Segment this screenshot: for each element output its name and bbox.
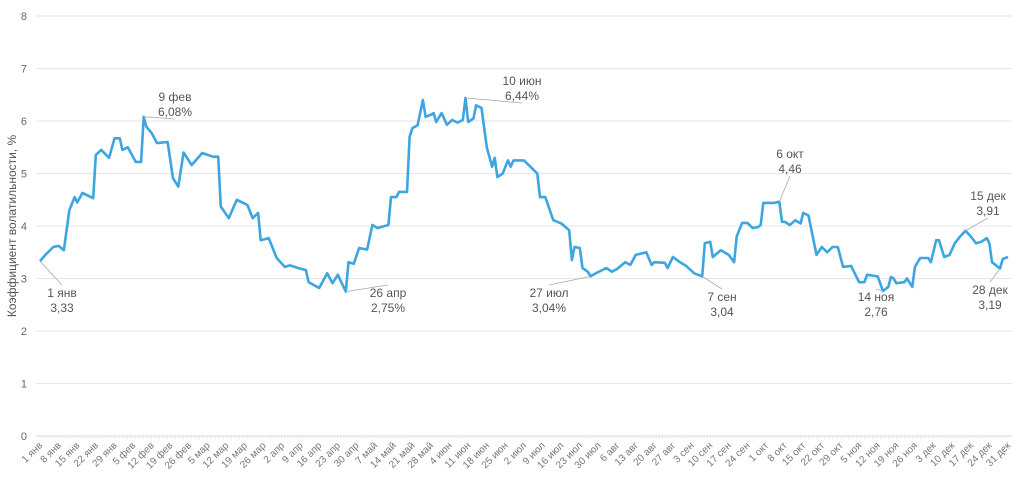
annotation-date: 28 дек [972,283,1008,297]
annotation-value: 3,19 [978,298,1002,312]
annotation-value: 2,76 [864,305,888,319]
annotation-date: 9 фев [159,90,192,104]
y-tick-label: 6 [21,116,27,128]
y-tick-label: 7 [21,64,27,76]
annotation-date: 10 июн [502,74,541,88]
annotation-date: 15 дек [970,189,1006,203]
annotation-value: 6,08% [158,105,192,119]
annotation-leader [778,175,791,203]
y-tick-label: 0 [21,431,27,443]
y-tick-label: 4 [21,221,27,233]
annotation-value: 3,33 [50,301,74,315]
x-tick-label: 1 окт [747,440,771,464]
annotation-value: 4,46 [778,162,802,176]
y-axis-title: Коэффициент волатильности, % [5,135,19,318]
volatility-series-line [39,96,1009,293]
annotation-leader [875,288,884,292]
annotation-leader [965,217,989,232]
annotation-leader [143,116,176,120]
y-axis-ticks: 0 1 2 3 4 5 6 7 8 [21,11,27,443]
y-tick-label: 2 [21,326,27,338]
annotation-leader [39,260,63,286]
annotation-date: 14 ноя [858,290,894,304]
y-tick-label: 3 [21,274,27,286]
annotation-date: 7 сен [707,290,736,304]
annotation-value: 2,75% [371,301,405,315]
gridlines [36,15,1012,437]
annotation-leader [701,276,723,290]
y-tick-label: 1 [21,379,27,391]
annotation-leader [548,276,591,286]
series [39,96,1009,293]
annotation-date: 6 окт [776,147,804,161]
annotation-value: 3,04% [532,301,566,315]
annotation-leader [989,268,1001,283]
y-tick-label: 5 [21,169,27,181]
annotation-leader [345,284,389,293]
annotation-date: 1 янв [47,286,77,300]
annotation-date: 26 апр [370,286,407,300]
annotation-value: 3,04 [710,305,734,319]
annotation-date: 27 июл [529,286,568,300]
annotation-value: 3,91 [976,204,1000,218]
annotation-value: 6,44% [505,89,539,103]
y-tick-label: 8 [21,11,27,23]
annotation-leader [465,97,523,104]
